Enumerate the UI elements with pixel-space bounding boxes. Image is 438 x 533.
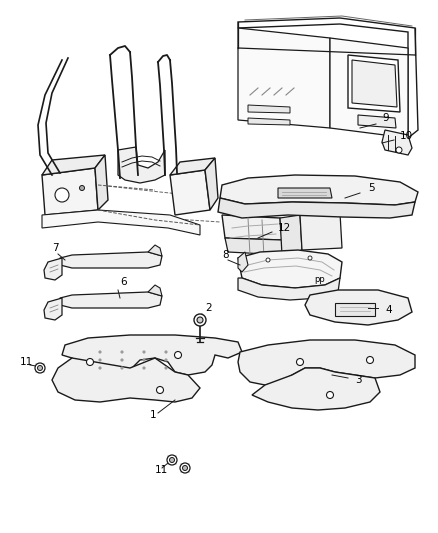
Circle shape <box>156 386 163 393</box>
Polygon shape <box>238 252 248 272</box>
Polygon shape <box>218 198 415 218</box>
Circle shape <box>174 351 181 359</box>
Polygon shape <box>358 115 396 128</box>
Polygon shape <box>335 303 375 316</box>
Text: pp: pp <box>314 276 325 285</box>
Polygon shape <box>305 290 412 325</box>
Polygon shape <box>205 158 218 210</box>
Circle shape <box>99 351 101 353</box>
Polygon shape <box>238 340 415 385</box>
Polygon shape <box>300 213 342 250</box>
Polygon shape <box>42 210 200 235</box>
Polygon shape <box>248 105 290 113</box>
Polygon shape <box>44 298 62 320</box>
Polygon shape <box>278 188 332 198</box>
Circle shape <box>143 351 145 353</box>
Circle shape <box>121 367 123 369</box>
Circle shape <box>121 359 123 361</box>
Polygon shape <box>382 130 412 155</box>
Polygon shape <box>222 215 282 240</box>
Circle shape <box>194 314 206 326</box>
Polygon shape <box>42 155 105 175</box>
Polygon shape <box>118 147 165 183</box>
Polygon shape <box>148 285 162 296</box>
Text: 2: 2 <box>205 303 212 313</box>
Text: 12: 12 <box>278 223 291 233</box>
Circle shape <box>35 363 45 373</box>
Polygon shape <box>44 258 62 280</box>
Circle shape <box>326 392 333 399</box>
Polygon shape <box>170 170 210 215</box>
Polygon shape <box>238 278 340 300</box>
Circle shape <box>121 351 123 353</box>
Polygon shape <box>330 38 408 138</box>
Polygon shape <box>280 215 302 255</box>
Circle shape <box>167 455 177 465</box>
Text: 4: 4 <box>385 305 392 315</box>
Polygon shape <box>148 245 162 256</box>
Polygon shape <box>252 368 380 410</box>
Text: 11: 11 <box>155 465 168 475</box>
Circle shape <box>55 188 69 202</box>
Polygon shape <box>225 238 285 255</box>
Circle shape <box>165 359 167 361</box>
Circle shape <box>99 359 101 361</box>
Text: 9: 9 <box>382 113 389 123</box>
Polygon shape <box>238 28 330 128</box>
Circle shape <box>396 147 402 153</box>
Circle shape <box>183 465 187 471</box>
Circle shape <box>297 359 304 366</box>
Polygon shape <box>248 118 290 125</box>
Circle shape <box>80 185 85 190</box>
Polygon shape <box>60 252 162 268</box>
Polygon shape <box>220 175 418 205</box>
Text: 8: 8 <box>222 250 229 260</box>
Circle shape <box>38 366 42 370</box>
Text: 10: 10 <box>400 131 413 141</box>
Circle shape <box>308 256 312 260</box>
Polygon shape <box>352 60 397 107</box>
Polygon shape <box>52 358 200 402</box>
Circle shape <box>99 367 101 369</box>
Circle shape <box>266 258 270 262</box>
Polygon shape <box>238 250 342 288</box>
Circle shape <box>197 317 203 323</box>
Polygon shape <box>238 18 418 138</box>
Circle shape <box>143 359 145 361</box>
Polygon shape <box>170 158 215 175</box>
Polygon shape <box>62 335 242 378</box>
Circle shape <box>367 357 374 364</box>
Circle shape <box>143 367 145 369</box>
Circle shape <box>165 367 167 369</box>
Polygon shape <box>60 292 162 308</box>
Polygon shape <box>348 55 400 112</box>
Polygon shape <box>42 168 98 215</box>
Text: 11: 11 <box>20 357 33 367</box>
Circle shape <box>170 457 174 463</box>
Circle shape <box>86 359 93 366</box>
Text: 1: 1 <box>150 410 157 420</box>
Polygon shape <box>95 155 108 210</box>
Circle shape <box>180 463 190 473</box>
Circle shape <box>165 351 167 353</box>
Text: 7: 7 <box>52 243 59 253</box>
Text: 5: 5 <box>368 183 374 193</box>
Text: 3: 3 <box>355 375 362 385</box>
Text: 6: 6 <box>120 277 127 287</box>
